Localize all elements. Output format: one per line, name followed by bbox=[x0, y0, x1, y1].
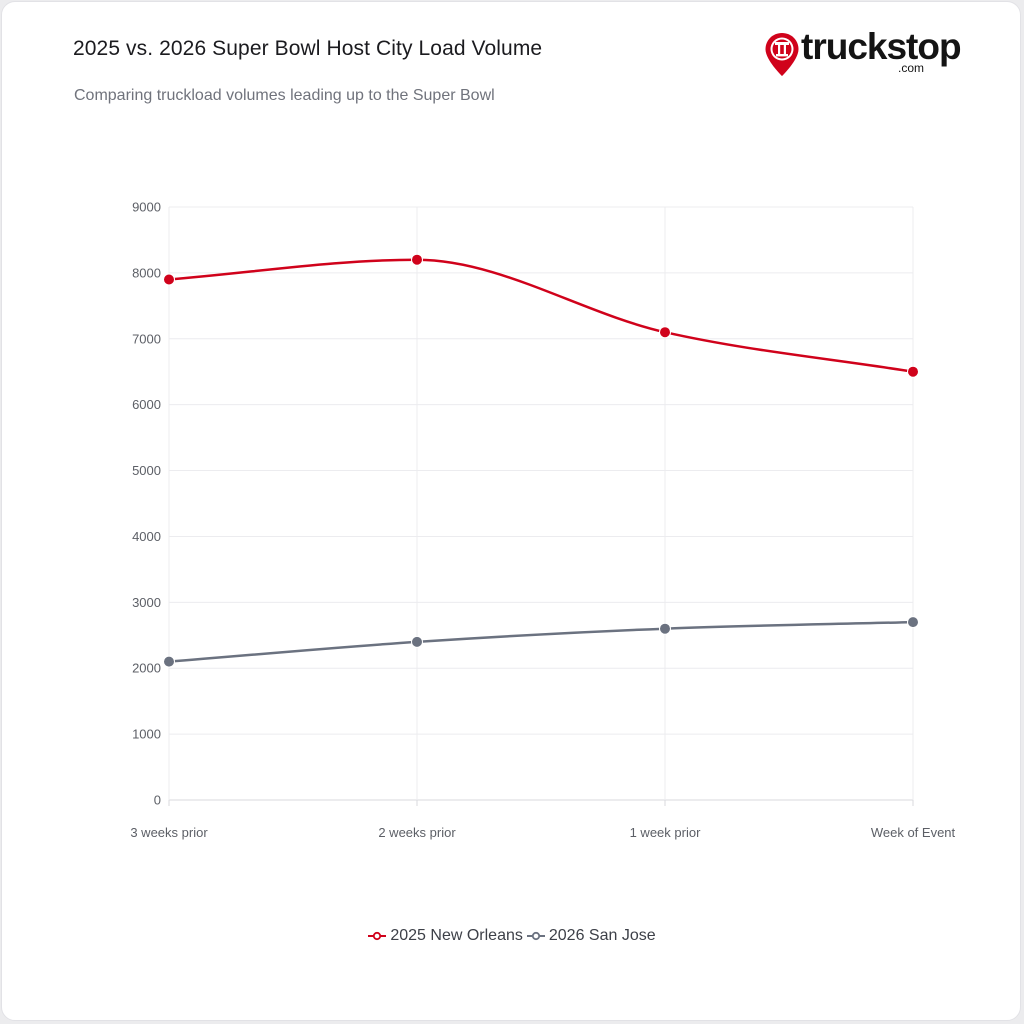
data-point bbox=[659, 622, 671, 635]
x-tick-label: Week of Event bbox=[871, 825, 956, 840]
series-line bbox=[167, 620, 915, 663]
y-tick-label: 1000 bbox=[132, 727, 161, 742]
y-tick-label: 0 bbox=[154, 793, 161, 808]
y-tick-label: 2000 bbox=[132, 661, 161, 676]
chart-title: 2025 vs. 2026 Super Bowl Host City Load … bbox=[73, 37, 543, 60]
legend-item[interactable]: 2025 New Orleans bbox=[368, 927, 523, 945]
x-tick-label: 1 week prior bbox=[630, 825, 701, 840]
series-line bbox=[167, 258, 915, 373]
data-point bbox=[659, 326, 671, 339]
data-point bbox=[163, 273, 175, 286]
data-point bbox=[907, 365, 919, 378]
legend-line-marker-icon bbox=[526, 931, 545, 941]
legend-label: 2025 New Orleans bbox=[390, 927, 523, 944]
chart-legend: 2025 New Orleans 2026 San Jose bbox=[2, 927, 1020, 946]
data-point bbox=[411, 253, 423, 266]
y-tick-label: 7000 bbox=[132, 331, 161, 346]
data-point bbox=[907, 616, 919, 629]
y-axis-ticks: 0 1000 2000 3000 4000 5000 6000 7000 8000 9000 bbox=[132, 200, 161, 808]
logo-wordmark: truckstop bbox=[801, 26, 962, 67]
y-tick-label: 4000 bbox=[132, 529, 161, 544]
legend-line-marker-icon bbox=[368, 931, 387, 941]
x-axis-ticks: 3 weeks prior 2 weeks prior 1 week prior We… bbox=[130, 825, 955, 840]
y-tick-label: 6000 bbox=[132, 397, 161, 412]
x-tick-label: 3 weeks prior bbox=[130, 825, 208, 840]
x-tick-label: 2 weeks prior bbox=[378, 825, 456, 840]
legend-item[interactable]: 2026 San Jose bbox=[526, 927, 656, 945]
y-tick-label: 8000 bbox=[132, 265, 161, 280]
truckstop-logo: truckstop .com bbox=[764, 26, 964, 80]
y-tick-label: 9000 bbox=[132, 200, 161, 215]
data-point bbox=[411, 635, 423, 648]
location-pin-pillar-icon bbox=[765, 33, 799, 76]
chart-grid bbox=[168, 206, 914, 806]
y-tick-label: 5000 bbox=[132, 463, 161, 478]
chart-subtitle: Comparing truckload volumes leading up t… bbox=[74, 87, 495, 104]
series-lines bbox=[167, 258, 915, 663]
legend-label: 2026 San Jose bbox=[548, 927, 656, 944]
y-tick-label: 3000 bbox=[132, 595, 161, 610]
logo-suffix: .com bbox=[898, 61, 925, 75]
series-points bbox=[163, 253, 919, 668]
line-chart: 0 1000 2000 3000 4000 5000 6000 7000 8000 9000 3 … bbox=[130, 200, 955, 841]
data-point bbox=[163, 655, 175, 668]
